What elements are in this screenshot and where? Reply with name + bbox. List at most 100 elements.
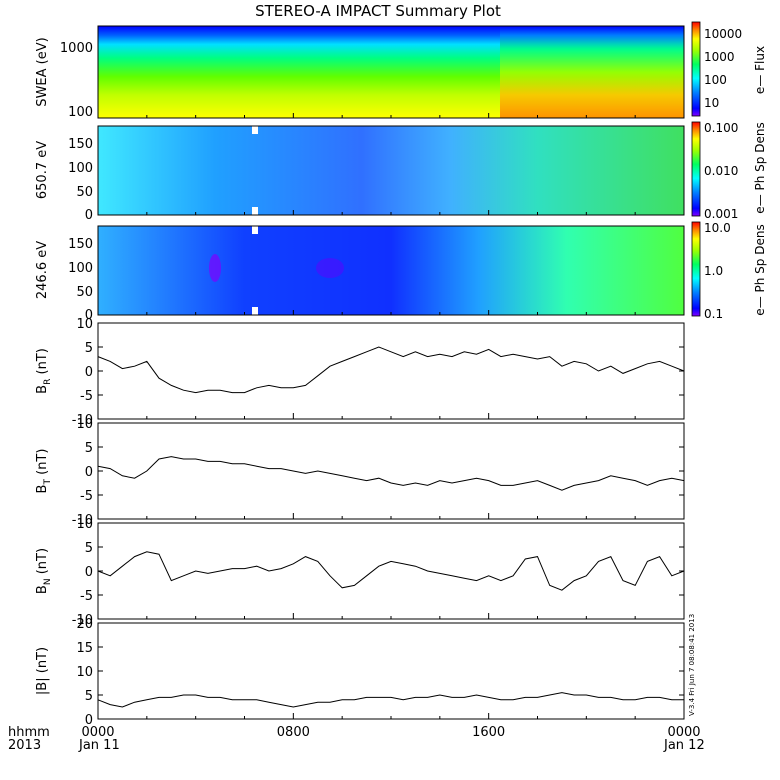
field-ylabel-sub: R (43, 379, 53, 385)
pad246-spectrogram (98, 226, 684, 315)
colorbar-pad650-tick: 0.100 (704, 121, 738, 135)
pad246-ytick-50: 50 (76, 285, 93, 300)
y-tick-label: -10 (72, 513, 93, 528)
pad246-data-gap-bottom (252, 307, 258, 315)
colorbar-pad246-scale (691, 221, 701, 317)
pad650-ytick-150: 150 (68, 137, 93, 152)
pad246-minimum-2 (316, 258, 344, 278)
y-tick-label: -5 (80, 489, 93, 504)
y-tick-label: 5 (85, 341, 93, 356)
time-axis-caption: hhmm (8, 725, 50, 740)
field-panel-2: 10 5 0 -5 -10 BT (nT) (35, 417, 685, 528)
field-series-line (97, 692, 684, 708)
field-series-line (97, 346, 685, 394)
field-ylabel: BN (nT) (35, 548, 53, 594)
colorbar-pad246-tick: 10.0 (704, 221, 731, 235)
field-ylabel-unit: (nT) (35, 348, 50, 378)
y-tick-label: -5 (80, 389, 93, 404)
colorbar-flux-scale (691, 21, 701, 117)
field-ylabel: BR (nT) (35, 348, 53, 394)
pad650-data-gap-top (252, 126, 258, 134)
colorbar-pad246-tick: 1.0 (704, 264, 723, 278)
panel-pad-650: 650.7 eV 150 100 50 0 (35, 125, 685, 223)
pad246-ytick-0: 0 (85, 308, 93, 323)
field-ylabel-unit: (nT) (35, 449, 50, 479)
pad246-ytick-100: 100 (68, 261, 93, 276)
field-ylabel: |B| (nT) (35, 647, 50, 695)
colorbar-pad650: 0.100 0.010 0.001 e— Ph Sp Dens (691, 121, 767, 221)
colorbar-pad650-scale (691, 121, 701, 217)
version-stamp: V-3.4 Fri Jun 7 08:08:41 2013 (688, 614, 696, 716)
field-ylabel-sub: N (43, 578, 53, 585)
colorbar-flux-tick: 100 (704, 73, 727, 87)
y-tick-label: 10 (76, 665, 93, 680)
colorbar-flux-tick: 1000 (704, 50, 735, 64)
y-tick-label: -10 (72, 413, 93, 428)
pad650-data-gap-bottom (252, 207, 258, 215)
y-tick-label: 20 (76, 617, 93, 632)
y-tick-label: 0 (85, 465, 93, 480)
field-panel-frame (97, 522, 685, 620)
y-tick-label: 5 (85, 441, 93, 456)
y-tick-label: 15 (76, 641, 93, 656)
swea-ylabel: SWEA (eV) (35, 37, 50, 106)
pad650-spectrogram (98, 126, 684, 215)
y-tick-label: -5 (80, 589, 93, 604)
field-ylabel-main: |B| (35, 677, 50, 695)
swea-ytick-1000: 1000 (60, 41, 93, 56)
time-tick-label: 1600 (472, 725, 505, 740)
field-ylabel-main: B (35, 485, 50, 494)
end-date: Jan 12 (663, 738, 705, 753)
field-series-line (97, 456, 685, 491)
panel-pad-246: 246.6 eV 150 100 50 0 (35, 225, 685, 323)
plot-title: STEREO-A IMPACT Summary Plot (255, 2, 501, 20)
panel-swea: SWEA (eV) 1000 100 (35, 25, 685, 120)
pad650-ytick-0: 0 (85, 208, 93, 223)
y-tick-label: 5 (85, 541, 93, 556)
pad650-ylabel: 650.7 eV (35, 141, 50, 199)
year-caption: 2013 (8, 738, 41, 753)
y-tick-label: 5 (85, 689, 93, 704)
pad246-minimum-1 (209, 254, 221, 282)
swea-late-enhancement (500, 26, 684, 118)
field-series-line (97, 551, 685, 591)
swea-ytick-100: 100 (68, 105, 93, 120)
field-ylabel-main: B (35, 385, 50, 394)
pad650-ytick-50: 50 (76, 185, 93, 200)
field-ylabel-unit: (nT) (35, 647, 50, 677)
y-tick-label: 0 (85, 565, 93, 580)
time-tick-label: 0000 (81, 725, 114, 740)
colorbar-pad650-label: e— Ph Sp Dens (753, 122, 767, 213)
field-panel-4: 20 15 10 5 0 |B| (nT) (35, 617, 685, 728)
field-panel-3: 10 5 0 -5 -10 BN (nT) (35, 517, 685, 628)
pad246-ytick-150: 150 (68, 237, 93, 252)
pad246-data-gap-top (252, 226, 258, 234)
y-tick-label: 0 (85, 713, 93, 728)
colorbar-flux-label: e— Flux (753, 46, 767, 94)
y-tick-label: 10 (76, 417, 93, 432)
field-panel-1: 10 5 0 -5 -10 BR (nT) (35, 317, 685, 428)
field-panel-frame (97, 622, 685, 720)
colorbar-pad246-tick: 0.1 (704, 307, 723, 321)
field-panel-frame (97, 422, 685, 520)
colorbar-flux: 10000 1000 100 10 e— Flux (691, 21, 767, 117)
colorbar-pad650-tick: 0.001 (704, 207, 738, 221)
y-tick-label: 10 (76, 317, 93, 332)
field-ylabel-sub: T (43, 479, 53, 486)
colorbar-flux-tick: 10000 (704, 27, 742, 41)
start-date: Jan 11 (78, 738, 120, 753)
time-tick-label: 0000 (667, 725, 700, 740)
field-ylabel: BT (nT) (35, 449, 53, 494)
y-tick-label: 0 (85, 365, 93, 380)
pad246-ylabel: 246.6 eV (35, 241, 50, 299)
pad650-ytick-100: 100 (68, 161, 93, 176)
colorbar-pad246: 10.0 1.0 0.1 e— Ph Sp Dens (691, 221, 767, 321)
colorbar-pad650-tick: 0.010 (704, 164, 738, 178)
field-ylabel-main: B (35, 585, 50, 594)
y-tick-label: 10 (76, 517, 93, 532)
field-ylabel-unit: (nT) (35, 548, 50, 578)
y-tick-label: -10 (72, 613, 93, 628)
colorbar-flux-tick: 10 (704, 96, 719, 110)
